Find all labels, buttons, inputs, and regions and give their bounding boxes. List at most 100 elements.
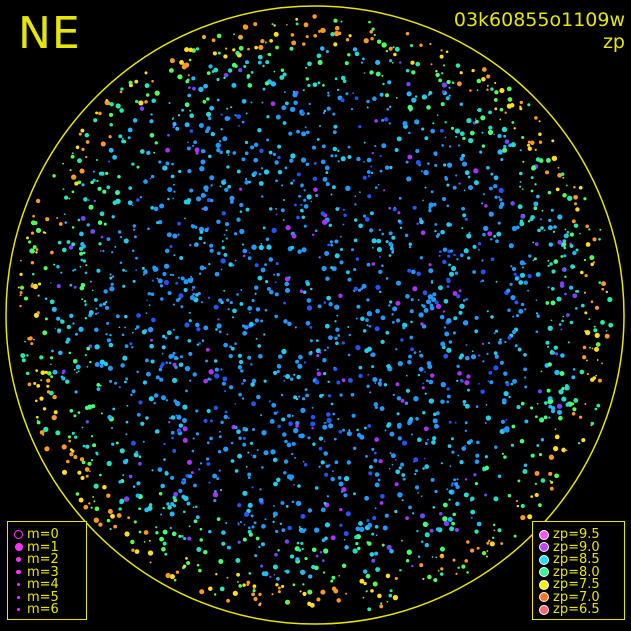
star-point [205, 359, 209, 363]
star-point [223, 252, 228, 257]
star-point [221, 541, 226, 546]
star-point [172, 122, 177, 127]
star-point [409, 416, 414, 421]
star-point [208, 154, 212, 159]
star-point [190, 471, 194, 475]
star-point [170, 502, 175, 506]
star-point [238, 584, 243, 588]
star-point [528, 254, 532, 258]
star-point [235, 52, 239, 56]
star-point [413, 457, 419, 463]
star-point [520, 503, 525, 509]
star-point [176, 357, 179, 360]
star-point [177, 74, 183, 80]
star-point [272, 504, 275, 507]
star-point [26, 354, 29, 357]
star-point [450, 126, 455, 130]
star-point [494, 107, 498, 111]
star-point [371, 246, 374, 249]
star-point [356, 157, 361, 162]
star-point [77, 180, 82, 185]
star-point [78, 132, 82, 136]
star-point [284, 281, 290, 287]
star-point [563, 233, 568, 239]
star-point [33, 221, 38, 225]
star-point [323, 111, 325, 114]
star-point [86, 346, 91, 351]
star-point [397, 211, 401, 215]
star-point [83, 504, 89, 510]
star-point [428, 208, 432, 213]
star-point [465, 298, 468, 301]
star-point [519, 272, 526, 278]
star-point [364, 217, 370, 222]
star-point [424, 186, 427, 189]
star-point [238, 45, 244, 51]
star-point [283, 91, 286, 94]
star-point [209, 105, 215, 111]
star-point [254, 318, 260, 323]
star-point [421, 386, 425, 390]
star-point [40, 379, 43, 382]
star-point [35, 399, 38, 403]
star-point [86, 223, 90, 227]
star-point [171, 531, 177, 537]
star-point [579, 232, 581, 235]
star-point [68, 439, 72, 443]
star-point [467, 388, 470, 392]
star-point [307, 61, 312, 67]
star-point [358, 373, 363, 379]
star-point [584, 311, 588, 315]
star-point [239, 36, 242, 39]
star-point [99, 473, 102, 477]
star-point [277, 424, 281, 429]
star-point [316, 138, 320, 141]
star-point [283, 319, 288, 324]
star-point [119, 108, 124, 113]
star-point [513, 272, 517, 276]
star-point [388, 254, 392, 257]
star-point [453, 478, 457, 482]
star-point [318, 256, 321, 259]
star-point [453, 253, 456, 257]
star-point [308, 102, 311, 106]
star-point [85, 474, 89, 478]
star-point [507, 493, 512, 498]
star-point [172, 233, 178, 239]
magnitude-legend: m=0 m=1 m=2 m=3 m=4 m=5 m=6 [7, 521, 87, 620]
star-point [441, 144, 444, 147]
star-point [554, 473, 559, 479]
star-point [586, 372, 589, 376]
star-point [592, 237, 597, 242]
star-point [303, 463, 308, 467]
star-point [540, 370, 543, 373]
star-point [150, 359, 155, 364]
star-point [455, 63, 461, 68]
star-point [503, 134, 507, 138]
star-point [411, 564, 414, 568]
star-point [248, 180, 251, 184]
star-point [322, 176, 328, 182]
star-point [327, 394, 332, 398]
star-point [456, 294, 461, 299]
star-point [372, 581, 378, 587]
star-point [516, 314, 519, 318]
star-point [361, 57, 365, 61]
star-point [148, 304, 151, 307]
star-point [322, 219, 328, 225]
star-point [469, 130, 475, 136]
star-point [293, 373, 296, 376]
star-point [213, 67, 219, 73]
star-point [348, 378, 353, 383]
star-point [71, 152, 74, 155]
star-point [135, 450, 139, 454]
star-point [545, 301, 550, 305]
star-point [486, 165, 490, 170]
star-point [530, 176, 534, 180]
star-point [221, 245, 226, 250]
star-point [440, 341, 446, 347]
star-point [135, 256, 138, 260]
star-point [251, 299, 255, 303]
star-point [369, 30, 373, 34]
star-point [409, 309, 414, 314]
